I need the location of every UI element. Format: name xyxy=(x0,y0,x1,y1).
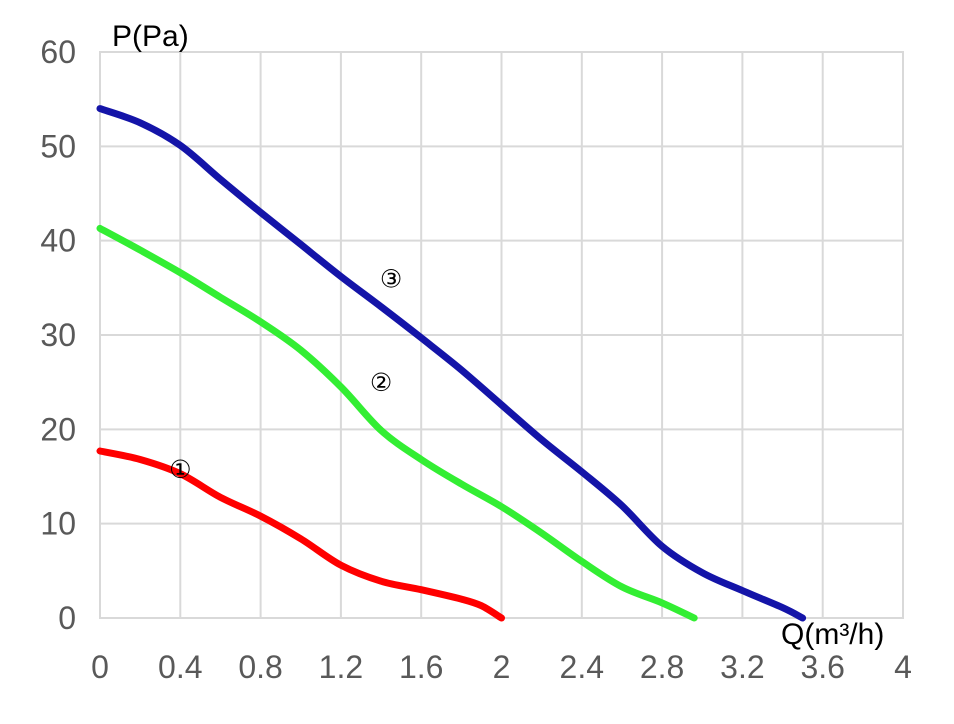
y-tick-label: 50 xyxy=(40,128,76,164)
curve-marker-1: ① xyxy=(169,455,191,484)
x-axis-title: Q(m³/h) xyxy=(781,618,884,651)
y-axis-tick-labels: 0 10 20 30 40 50 60 xyxy=(40,34,76,636)
x-tick-label: 0 xyxy=(91,649,109,685)
x-tick-label: 4 xyxy=(894,649,912,685)
y-axis-title: P(Pa) xyxy=(112,20,189,53)
x-tick-label: 3.6 xyxy=(800,649,844,685)
y-tick-label: 60 xyxy=(40,34,76,70)
curve-marker-3: ③ xyxy=(380,264,402,293)
curve-line-3 xyxy=(96,105,807,622)
y-tick-label: 40 xyxy=(40,223,76,259)
curve-line-2 xyxy=(96,224,698,622)
x-tick-label: 2.4 xyxy=(560,649,604,685)
curve-line-1 xyxy=(96,447,505,622)
grid xyxy=(99,51,904,619)
x-tick-label: 2.8 xyxy=(640,649,684,685)
y-tick-label: 0 xyxy=(58,600,76,636)
x-axis-tick-labels: 0 0.4 0.8 1.2 1.6 2 2.4 2.8 3.2 3.6 4 xyxy=(91,649,912,685)
curve-markers: ① ② ③ xyxy=(169,264,402,484)
y-tick-label: 10 xyxy=(40,506,76,542)
y-tick-label: 30 xyxy=(40,317,76,353)
x-tick-label: 0.4 xyxy=(158,649,202,685)
x-tick-label: 1.6 xyxy=(399,649,443,685)
y-tick-label: 20 xyxy=(40,411,76,447)
performance-curves xyxy=(96,105,807,622)
x-tick-label: 2 xyxy=(493,649,511,685)
x-tick-label: 3.2 xyxy=(720,649,764,685)
curve-marker-2: ② xyxy=(370,368,392,397)
x-tick-label: 1.2 xyxy=(319,649,363,685)
x-tick-label: 0.8 xyxy=(238,649,282,685)
